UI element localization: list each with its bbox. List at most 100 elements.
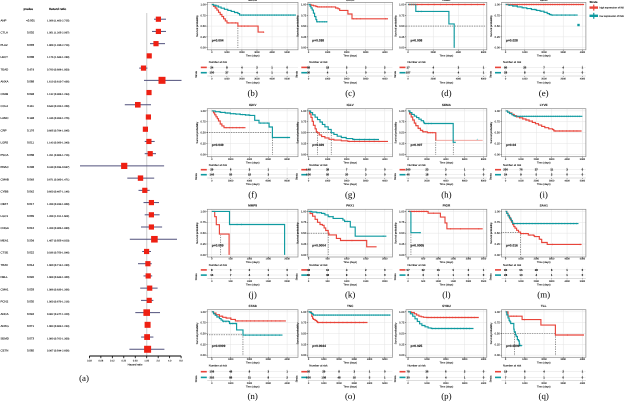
svg-text:0: 0 [211,180,213,183]
svg-text:(g): (g) [345,190,355,200]
svg-text:2500: 2500 [481,258,487,261]
svg-text:Time (days): Time (days) [246,261,260,264]
svg-text:0.00: 0.00 [495,153,501,156]
svg-text:0.982 (0.477-1.320): 0.982 (0.477-1.320) [47,313,70,316]
svg-text:1.288 (0.939-1.808): 1.288 (0.939-1.808) [47,203,70,206]
svg-text:Number at risk: Number at risk [309,263,328,267]
svg-text:7: 7 [543,65,545,69]
svg-text:1: 1 [271,65,273,69]
svg-text:BLCA: BLCA [248,0,257,2]
svg-text:3000: 3000 [254,78,260,81]
svg-text:2000: 2000 [431,51,437,54]
svg-text:0.25: 0.25 [495,243,501,246]
svg-text:5000: 5000 [382,382,388,385]
svg-text:1: 1 [453,273,455,277]
svg-text:7: 7 [230,273,232,277]
svg-text:0.25: 0.25 [399,243,405,246]
svg-text:1: 1 [464,168,466,172]
svg-text:Strata: Strata [489,173,492,180]
svg-text:19: 19 [504,370,508,374]
svg-text:0.50: 0.50 [399,132,405,135]
svg-text:0: 0 [308,51,310,54]
svg-text:Number at risk: Number at risk [309,163,328,167]
svg-text:0.50: 0.50 [495,332,501,335]
svg-text:Time (days): Time (days) [246,161,260,164]
svg-text:3000: 3000 [254,51,260,54]
svg-text:0: 0 [505,78,507,81]
svg-text:1.083 (0.869-1.239): 1.083 (0.869-1.239) [47,325,70,328]
svg-text:p=0.028: p=0.028 [506,39,518,43]
svg-text:0: 0 [286,71,288,75]
svg-text:0.25: 0.25 [399,343,405,346]
svg-text:CYBB: CYBB [1,190,9,194]
svg-text:3000: 3000 [462,382,468,385]
svg-text:(d): (d) [441,88,451,98]
svg-text:200: 200 [503,168,508,172]
svg-text:2000: 2000 [336,382,342,385]
svg-text:29: 29 [210,168,214,172]
svg-text:Number at risk: Number at risk [408,364,427,368]
svg-text:4: 4 [241,65,243,69]
svg-text:Strata: Strata [296,173,299,180]
svg-text:0.00: 0.00 [399,354,405,357]
svg-text:1.00: 1.00 [399,311,405,314]
svg-text:57: 57 [407,268,411,272]
svg-text:(a): (a) [79,373,89,383]
svg-text:4000: 4000 [443,180,449,183]
svg-text:Strata: Strata [195,273,198,280]
svg-text:Time (days): Time (days) [440,82,454,85]
svg-text:1000: 1000 [247,258,253,261]
svg-text:0: 0 [582,71,584,75]
svg-text:0.75: 0.75 [399,322,405,325]
svg-text:1: 1 [267,268,269,272]
svg-text:2000: 2000 [382,280,388,283]
svg-text:1: 1 [365,273,367,277]
svg-text:0: 0 [407,358,409,361]
svg-text:(m): (m) [537,290,550,300]
svg-text:0.014: 0.014 [27,263,34,267]
svg-text:0: 0 [562,375,564,379]
svg-text:4: 4 [562,65,564,69]
svg-text:18: 18 [248,173,252,177]
svg-text:0.045: 0.045 [27,275,34,279]
svg-text:0.75: 0.75 [301,221,307,224]
svg-text:0: 0 [582,273,584,277]
svg-text:1: 1 [566,273,568,277]
svg-text:0.936 (0.759-1.046): 0.936 (0.759-1.046) [47,252,70,255]
svg-text:Survival probability: Survival probability [296,15,299,37]
svg-text:2000: 2000 [466,258,472,261]
svg-text:3: 3 [365,173,367,177]
svg-text:(n): (n) [247,391,257,401]
svg-text:4: 4 [536,273,538,277]
svg-text:0.504: 0.504 [27,238,34,242]
svg-text:SAA1: SAA1 [540,204,549,208]
svg-text:0.50: 0.50 [399,332,405,335]
svg-text:0: 0 [286,268,288,272]
svg-text:4: 4 [445,173,447,177]
svg-text:0.75: 0.75 [495,14,501,17]
svg-text:1.00: 1.00 [495,110,501,113]
svg-text:0.12: 0.12 [110,360,115,363]
svg-text:2000: 2000 [443,382,449,385]
svg-text:Time (days): Time (days) [343,385,357,388]
svg-text:2500: 2500 [481,280,487,283]
svg-text:1: 1 [551,273,553,277]
svg-text:7: 7 [346,168,348,172]
svg-text:1: 1 [543,375,545,379]
svg-text:0.011: 0.011 [27,141,34,145]
svg-text:0: 0 [407,382,409,385]
svg-text:IGKV: IGKV [249,103,258,107]
svg-text:LGR5: LGR5 [1,141,9,145]
svg-text:4: 4 [346,268,348,272]
svg-text:2000: 2000 [247,358,253,361]
svg-text:0.03: 0.03 [87,360,92,363]
svg-text:3000: 3000 [462,358,468,361]
svg-text:0.012: 0.012 [27,226,34,230]
svg-text:3000: 3000 [549,180,555,183]
svg-text:0: 0 [308,180,310,183]
svg-text:0.25: 0.25 [200,343,206,346]
svg-text:Number at risk: Number at risk [209,263,228,267]
svg-text:Time (days): Time (days) [537,183,551,186]
svg-text:4000: 4000 [456,78,462,81]
svg-text:1.00: 1.00 [301,210,307,213]
